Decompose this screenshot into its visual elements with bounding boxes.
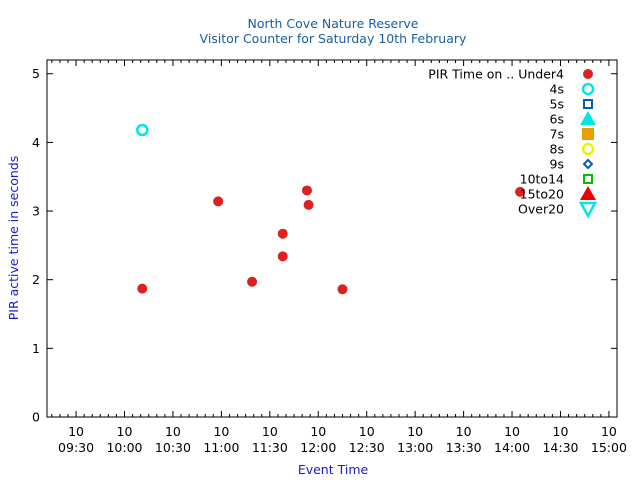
x-tick-day-label: 10 [213, 424, 229, 439]
legend-marker [583, 174, 593, 184]
x-tick-time-label: 09:30 [58, 440, 94, 455]
legend-marker [582, 158, 594, 170]
y-axis-label: PIR active time in seconds [6, 156, 21, 321]
x-tick-time-label: 10:30 [155, 440, 191, 455]
data-point [301, 185, 312, 196]
legend-marker [578, 201, 598, 219]
x-tick-day-label: 10 [553, 424, 569, 439]
data-points [136, 123, 526, 295]
x-tick-day-label: 10 [165, 424, 181, 439]
data-point [136, 123, 149, 137]
x-tick-day-label: 10 [310, 424, 326, 439]
x-tick-time-label: 13:00 [397, 440, 433, 455]
legend-marker [580, 111, 596, 125]
legend-label: 5s [550, 97, 564, 112]
x-tick-day-label: 10 [456, 424, 472, 439]
x-tick-day-label: 10 [407, 424, 423, 439]
legend-label: 4s [550, 82, 564, 97]
chart-title: North Cove Nature Reserve [248, 16, 419, 31]
data-point [213, 196, 224, 207]
legend-label: 10to14 [520, 172, 564, 187]
x-tick-time-label: 13:30 [446, 440, 482, 455]
x-tick-time-label: 12:30 [349, 440, 385, 455]
legend-label: 15to20 [520, 187, 564, 202]
y-tick-label: 0 [32, 410, 40, 425]
x-axis-label: Event Time [298, 462, 369, 477]
legend-label: 9s [550, 157, 564, 172]
plot-area-frame [46, 59, 618, 418]
legend-marker [581, 82, 595, 96]
x-tick-time-label: 11:00 [203, 440, 239, 455]
data-point [137, 283, 148, 294]
x-tick-time-label: 14:00 [494, 440, 530, 455]
x-tick-day-label: 10 [601, 424, 617, 439]
y-tick-label: 1 [32, 341, 40, 356]
x-tick-time-label: 14:30 [542, 440, 578, 455]
legend-label: PIR Time on .. Under4 [428, 67, 564, 82]
data-point [515, 186, 526, 197]
x-tick-day-label: 10 [504, 424, 520, 439]
x-tick-time-label: 12:00 [300, 440, 336, 455]
data-point [303, 199, 314, 210]
y-tick-label: 4 [32, 135, 40, 150]
legend-marker [580, 186, 596, 200]
x-tick-day-label: 10 [117, 424, 133, 439]
legend-label: Over20 [518, 202, 564, 217]
chart-subtitle: Visitor Counter for Saturday 10th Februa… [200, 31, 467, 46]
data-point [247, 276, 258, 287]
x-axis: 1009:301010:001010:301011:001011:301012:… [58, 60, 627, 455]
x-minor-ticks [51, 60, 618, 417]
x-tick-day-label: 10 [359, 424, 375, 439]
data-point [277, 228, 288, 239]
x-tick-time-label: 10:00 [106, 440, 142, 455]
x-tick-time-label: 11:30 [252, 440, 288, 455]
y-tick-label: 2 [32, 272, 40, 287]
legend: PIR Time on .. Under44s5s6s7s8s9s10to141… [428, 67, 598, 219]
x-tick-day-label: 10 [262, 424, 278, 439]
y-tick-label: 3 [32, 204, 40, 219]
x-tick-day-label: 10 [68, 424, 84, 439]
data-point [337, 284, 348, 295]
data-point [277, 251, 288, 262]
x-tick-time-label: 15:00 [591, 440, 627, 455]
legend-marker [582, 128, 594, 140]
legend-marker [583, 99, 593, 109]
legend-label: 7s [550, 127, 564, 142]
legend-marker [583, 69, 593, 79]
y-tick-label: 5 [32, 66, 40, 81]
legend-label: 8s [550, 142, 564, 157]
legend-marker [581, 142, 595, 156]
legend-label: 6s [550, 112, 564, 127]
